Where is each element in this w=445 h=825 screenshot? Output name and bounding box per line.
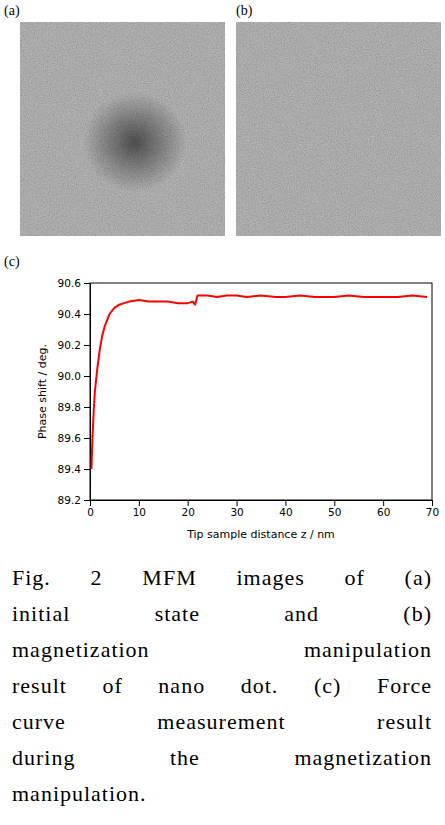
image-noise (236, 22, 441, 236)
tick: 10 (133, 500, 146, 518)
tick-label: 10 (133, 506, 146, 518)
tick: 70 (426, 500, 439, 518)
tick-mark (90, 500, 91, 506)
image-noise (20, 22, 225, 236)
tick-mark (84, 438, 90, 439)
tick-label: 90.6 (58, 277, 82, 289)
caption-line: result of nano dot. (c) Force (12, 668, 432, 704)
image-ground (236, 22, 441, 236)
tick-label: 20 (182, 506, 195, 518)
tick-mark (432, 500, 433, 506)
tick-mark (188, 500, 189, 506)
tick-mark (334, 500, 335, 506)
tick-label: 90.2 (58, 339, 81, 351)
tick: 90.4 (58, 308, 90, 320)
tick-mark (84, 345, 90, 346)
tick-mark (285, 500, 286, 506)
tick-mark (84, 376, 90, 377)
tick-mark (84, 314, 90, 315)
mfm-image (20, 22, 225, 236)
y-axis-title: Phase shift / deg. (36, 344, 49, 439)
tick: 90.0 (58, 370, 90, 382)
tick: 40 (279, 500, 292, 518)
tick-label: 89.2 (58, 494, 81, 506)
plot-frame (90, 283, 432, 500)
tick: 89.2 (58, 494, 90, 506)
caption: Fig. 2 MFM images of (a)initial state an… (12, 560, 432, 812)
tick-label: 50 (328, 506, 341, 518)
x-axis-title: Tip sample distance z / nm (186, 528, 335, 541)
caption-line: Fig. 2 MFM images of (a) (12, 560, 432, 596)
magnetic-dot (83, 92, 187, 192)
tick-label: 60 (377, 506, 390, 518)
tick: 89.6 (58, 432, 90, 444)
tick-label: 89.6 (58, 432, 82, 444)
panel-label: (a) (4, 3, 20, 19)
figure: (a) (b) (c) 0 10 20 30 40 50 60 70 89.2 89.4 89.6 89.8… (0, 0, 445, 555)
caption-line: manipulation. (12, 776, 432, 812)
tick-mark (383, 500, 384, 506)
tick-label: 0 (87, 506, 94, 518)
caption-line: during the magnetization (12, 740, 432, 776)
plot-marks (91, 295, 427, 469)
tick-mark (84, 469, 90, 470)
tick-label: 89.4 (58, 463, 82, 475)
panel-label: (b) (236, 3, 253, 19)
tick-mark (84, 407, 90, 408)
caption-line: curve measurement result (12, 704, 432, 740)
tick-label: 40 (279, 506, 292, 518)
data-line (91, 295, 427, 469)
mfm-image (236, 22, 441, 236)
image-ground (20, 22, 225, 236)
panel-label: (c) (4, 254, 20, 270)
tick: 90.2 (58, 339, 90, 351)
tick-mark (84, 283, 90, 284)
tick: 30 (230, 500, 243, 518)
x-axis: 0 10 20 30 40 50 60 70 (87, 500, 439, 518)
tick: 20 (182, 500, 195, 518)
tick: 60 (377, 500, 390, 518)
tick: 89.8 (58, 401, 90, 413)
tick: 0 (87, 500, 94, 518)
tick-label: 90.0 (58, 370, 81, 382)
tick-label: 70 (426, 506, 439, 518)
caption-line: initial state and (b) (12, 596, 432, 632)
tick: 89.4 (58, 463, 90, 475)
caption-line: magnetization manipulation (12, 632, 432, 668)
tick-mark (84, 500, 90, 501)
tick-mark (237, 500, 238, 506)
tick: 50 (328, 500, 341, 518)
y-axis: 89.2 89.4 89.6 89.8 90.0 90.2 90.4 90.6 (58, 277, 91, 506)
tick-label: 30 (230, 506, 243, 518)
tick-mark (139, 500, 140, 506)
tick-label: 90.4 (58, 308, 82, 320)
tick: 90.6 (58, 277, 90, 289)
tick-label: 89.8 (58, 401, 81, 413)
